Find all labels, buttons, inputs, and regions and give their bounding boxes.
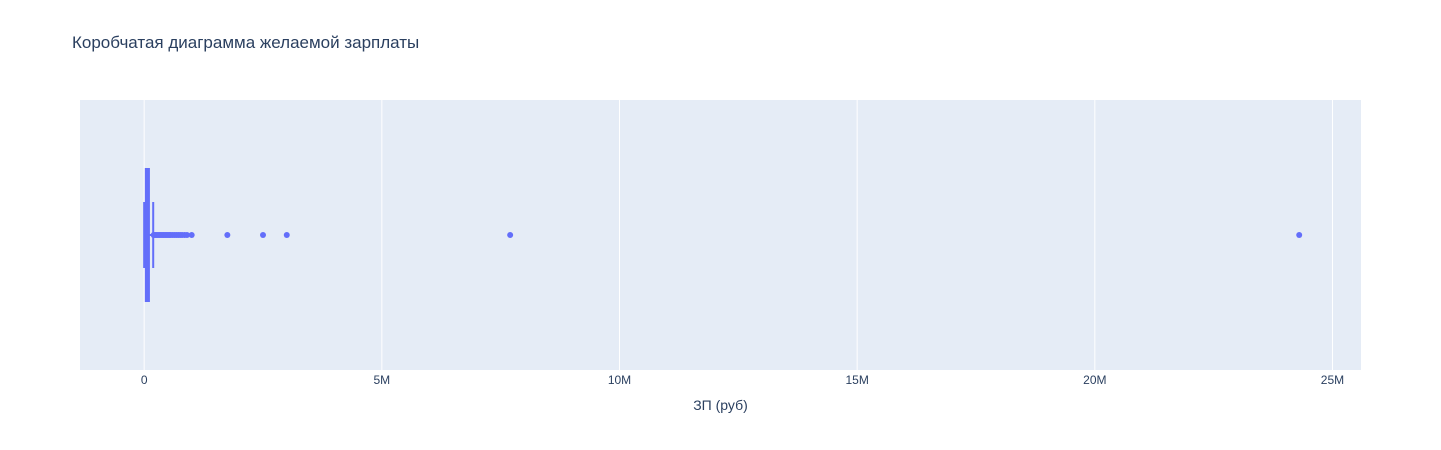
x-tick-label: 15M xyxy=(845,373,868,387)
x-tick-label: 20M xyxy=(1083,373,1106,387)
x-tick-label: 25M xyxy=(1321,373,1344,387)
x-tick-label: 10M xyxy=(608,373,631,387)
outlier-points xyxy=(150,232,1303,238)
outlier-point xyxy=(183,232,190,238)
outlier-point xyxy=(224,232,231,238)
outlier-point xyxy=(260,232,266,238)
outlier-point xyxy=(283,232,290,238)
x-tick-label: 5M xyxy=(373,373,390,387)
x-tick-label: 0 xyxy=(141,373,148,387)
outlier-point xyxy=(188,232,195,238)
chart-title: Коробчатая диаграмма желаемой зарплаты xyxy=(72,33,420,52)
x-axis-title: ЗП (руб) xyxy=(693,397,748,413)
outlier-point xyxy=(507,232,514,238)
x-axis-ticks: 0 5M 10M 15M 20M 25M xyxy=(141,373,1344,387)
outlier-point xyxy=(1296,232,1303,238)
plot-background xyxy=(80,100,1361,370)
